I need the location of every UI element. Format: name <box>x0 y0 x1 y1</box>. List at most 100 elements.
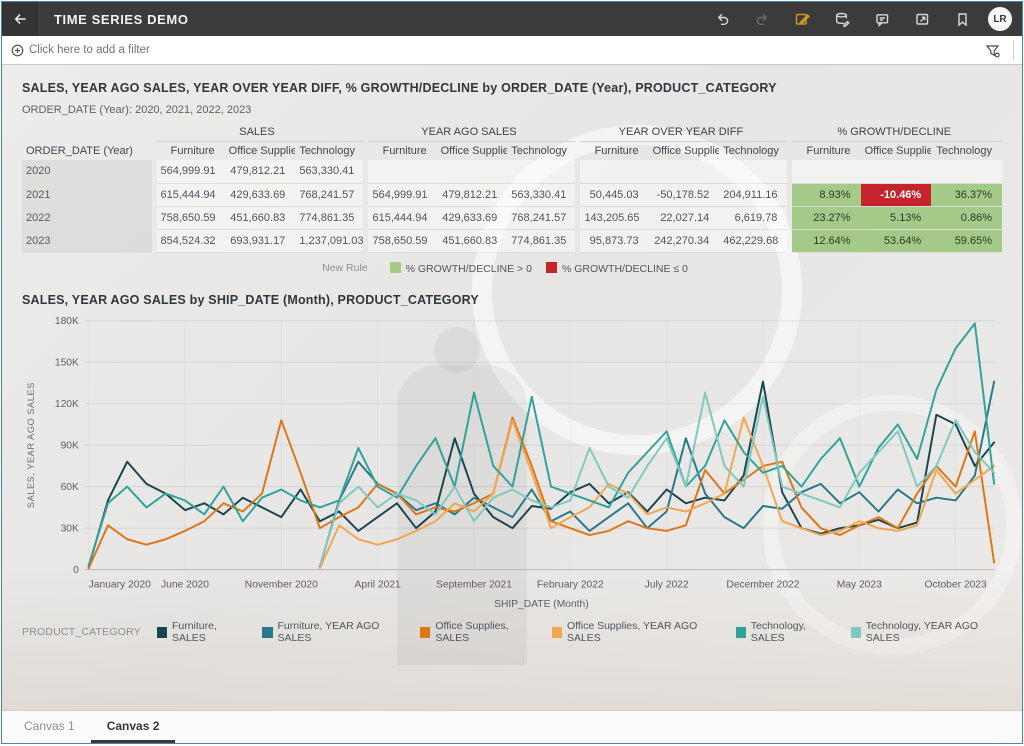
table-cell[interactable] <box>860 160 932 183</box>
table-cell[interactable]: 12.64% <box>789 229 861 252</box>
column-header[interactable]: Office Supplies <box>440 145 508 157</box>
edit-button[interactable] <box>787 4 817 34</box>
table-cell[interactable]: 774,861.35 <box>295 206 366 229</box>
column-header[interactable]: Technology <box>299 145 355 157</box>
filter-funnel-button[interactable] <box>979 39 1005 61</box>
legend-label: % GROWTH/DECLINE > 0 <box>405 262 532 275</box>
row-header-cell[interactable]: 2020 <box>22 160 154 183</box>
table-cell[interactable]: 693,931.17 <box>224 229 296 252</box>
table-cell[interactable]: 774,861.35 <box>507 229 578 252</box>
table-cell[interactable]: 479,812.21 <box>224 160 296 183</box>
chart-legend-item[interactable]: Office Supplies, YEAR AGO SALES <box>551 620 720 644</box>
table-cell[interactable] <box>507 160 578 183</box>
table-cell[interactable] <box>719 160 790 183</box>
filter-funnel-icon <box>985 44 1000 58</box>
undo-button[interactable] <box>707 4 737 34</box>
table-cell[interactable]: 854,524.32 <box>154 229 225 252</box>
table-cell[interactable]: 564,999.91 <box>365 183 437 206</box>
column-header[interactable]: Office Supplies <box>652 145 720 157</box>
y-tick-label: 120K <box>55 399 79 410</box>
table-cell[interactable]: 242,270.34 <box>648 229 720 252</box>
bookmark-button[interactable] <box>947 4 977 34</box>
table-row: 2020 564,999.91 479,812.21 563,330.41 <box>22 160 1002 183</box>
column-header[interactable]: Furniture <box>594 145 639 157</box>
chart-legend-item[interactable]: Technology, YEAR AGO SALES <box>850 620 1002 645</box>
group-header: YEAR OVER YEAR DIFF <box>577 123 790 142</box>
chart-legend-item[interactable]: Technology, SALES <box>735 620 835 644</box>
chart-legend-item[interactable]: Furniture, YEAR AGO SALES <box>262 620 404 644</box>
group-header: YEAR AGO SALES <box>365 123 578 142</box>
canvas-main: SALES, YEAR AGO SALES, YEAR OVER YEAR DI… <box>2 65 1022 710</box>
table-cell[interactable] <box>648 160 720 183</box>
table-cell[interactable]: -10.46% <box>860 183 932 206</box>
column-header[interactable]: Office Supplies <box>864 145 932 157</box>
table-cell[interactable]: 23.27% <box>789 206 861 229</box>
row-header-cell[interactable]: 2023 <box>22 229 154 252</box>
table-cell[interactable]: 5.13% <box>860 206 932 229</box>
table-cell[interactable]: 451,660.83 <box>436 229 508 252</box>
table-cell[interactable]: 143,205.65 <box>577 206 649 229</box>
row-header-cell[interactable]: 2022 <box>22 206 154 229</box>
table-cell[interactable]: 563,330.41 <box>507 183 578 206</box>
row-header-label[interactable]: ORDER_DATE (Year) <box>26 144 133 157</box>
column-header[interactable]: Furniture <box>806 145 851 157</box>
canvas-tabs: Canvas 1 Canvas 2 <box>8 711 176 743</box>
table-cell[interactable] <box>931 160 1002 183</box>
redo-button[interactable] <box>747 4 777 34</box>
table-cell[interactable]: 1,237,091.03 <box>295 229 366 252</box>
table-cell[interactable]: 563,330.41 <box>295 160 366 183</box>
tab-canvas-1[interactable]: Canvas 1 <box>24 718 75 733</box>
chart-legend-item[interactable]: Furniture, SALES <box>156 620 247 644</box>
table-cell[interactable]: 59.65% <box>931 229 1002 252</box>
table-cell[interactable]: 615,444.94 <box>365 206 437 229</box>
table-cell[interactable]: 8.93% <box>789 183 861 206</box>
pivot-title: SALES, YEAR AGO SALES, YEAR OVER YEAR DI… <box>22 81 777 95</box>
chart-legend-item[interactable]: Office Supplies, SALES <box>420 620 536 644</box>
table-cell[interactable] <box>436 160 508 183</box>
table-cell[interactable] <box>789 160 861 183</box>
tab-canvas-2[interactable]: Canvas 2 <box>90 711 176 743</box>
comment-button[interactable] <box>867 4 897 34</box>
line-chart-title: SALES, YEAR AGO SALES by SHIP_DATE (Mont… <box>22 292 479 307</box>
present-button[interactable] <box>907 4 937 34</box>
back-button[interactable] <box>2 2 40 36</box>
table-cell[interactable]: 768,241.57 <box>507 206 578 229</box>
table-cell[interactable] <box>577 160 649 183</box>
column-header[interactable]: Technology <box>511 145 567 157</box>
table-cell[interactable]: 36.37% <box>931 183 1002 206</box>
table-cell[interactable]: 95,873.73 <box>577 229 649 252</box>
column-header[interactable]: Technology <box>936 145 992 157</box>
column-header[interactable]: Furniture <box>382 145 427 157</box>
avatar[interactable]: LR <box>988 7 1012 31</box>
table-cell[interactable]: 479,812.21 <box>436 183 508 206</box>
table-cell[interactable]: 451,660.83 <box>224 206 296 229</box>
table-cell[interactable] <box>365 160 437 183</box>
table-cell[interactable]: 53.64% <box>860 229 932 252</box>
canvas-tabbar: Canvas 1 Canvas 2 <box>2 710 1022 743</box>
edit-data-button[interactable] <box>827 4 857 34</box>
table-cell[interactable]: 564,999.91 <box>154 160 225 183</box>
table-cell[interactable]: 22,027.14 <box>648 206 720 229</box>
header-actions <box>702 4 982 34</box>
table-cell[interactable]: 462,229.68 <box>719 229 790 252</box>
table-cell[interactable]: 615,444.94 <box>154 183 225 206</box>
table-cell[interactable]: -50,178.52 <box>648 183 720 206</box>
column-header[interactable]: Office Supplies <box>228 145 296 157</box>
row-header-cell[interactable]: 2021 <box>22 183 154 206</box>
table-cell[interactable]: 768,241.57 <box>295 183 366 206</box>
table-cell[interactable]: 429,633.69 <box>436 206 508 229</box>
column-header[interactable]: Furniture <box>170 145 215 157</box>
comment-icon <box>875 13 888 27</box>
line-chart[interactable]: 0 30K 60K 90K 120K 150K 180K January 2020 June 2… <box>22 307 1002 619</box>
table-cell[interactable]: 429,633.69 <box>224 183 296 206</box>
add-filter-button[interactable]: Click here to add a filter <box>10 43 150 58</box>
table-cell[interactable]: 758,650.59 <box>365 229 437 252</box>
x-axis-title: SHIP_DATE (Month) <box>494 598 589 609</box>
table-cell[interactable]: 758,650.59 <box>154 206 225 229</box>
table-cell[interactable]: 0.86% <box>931 206 1002 229</box>
table-cell[interactable]: 6,619.78 <box>719 206 790 229</box>
table-cell[interactable]: 204,911.16 <box>719 183 790 206</box>
legend-label: Technology, YEAR AGO SALES <box>865 620 979 645</box>
column-header[interactable]: Technology <box>723 145 779 157</box>
table-cell[interactable]: 50,445.03 <box>577 183 649 206</box>
